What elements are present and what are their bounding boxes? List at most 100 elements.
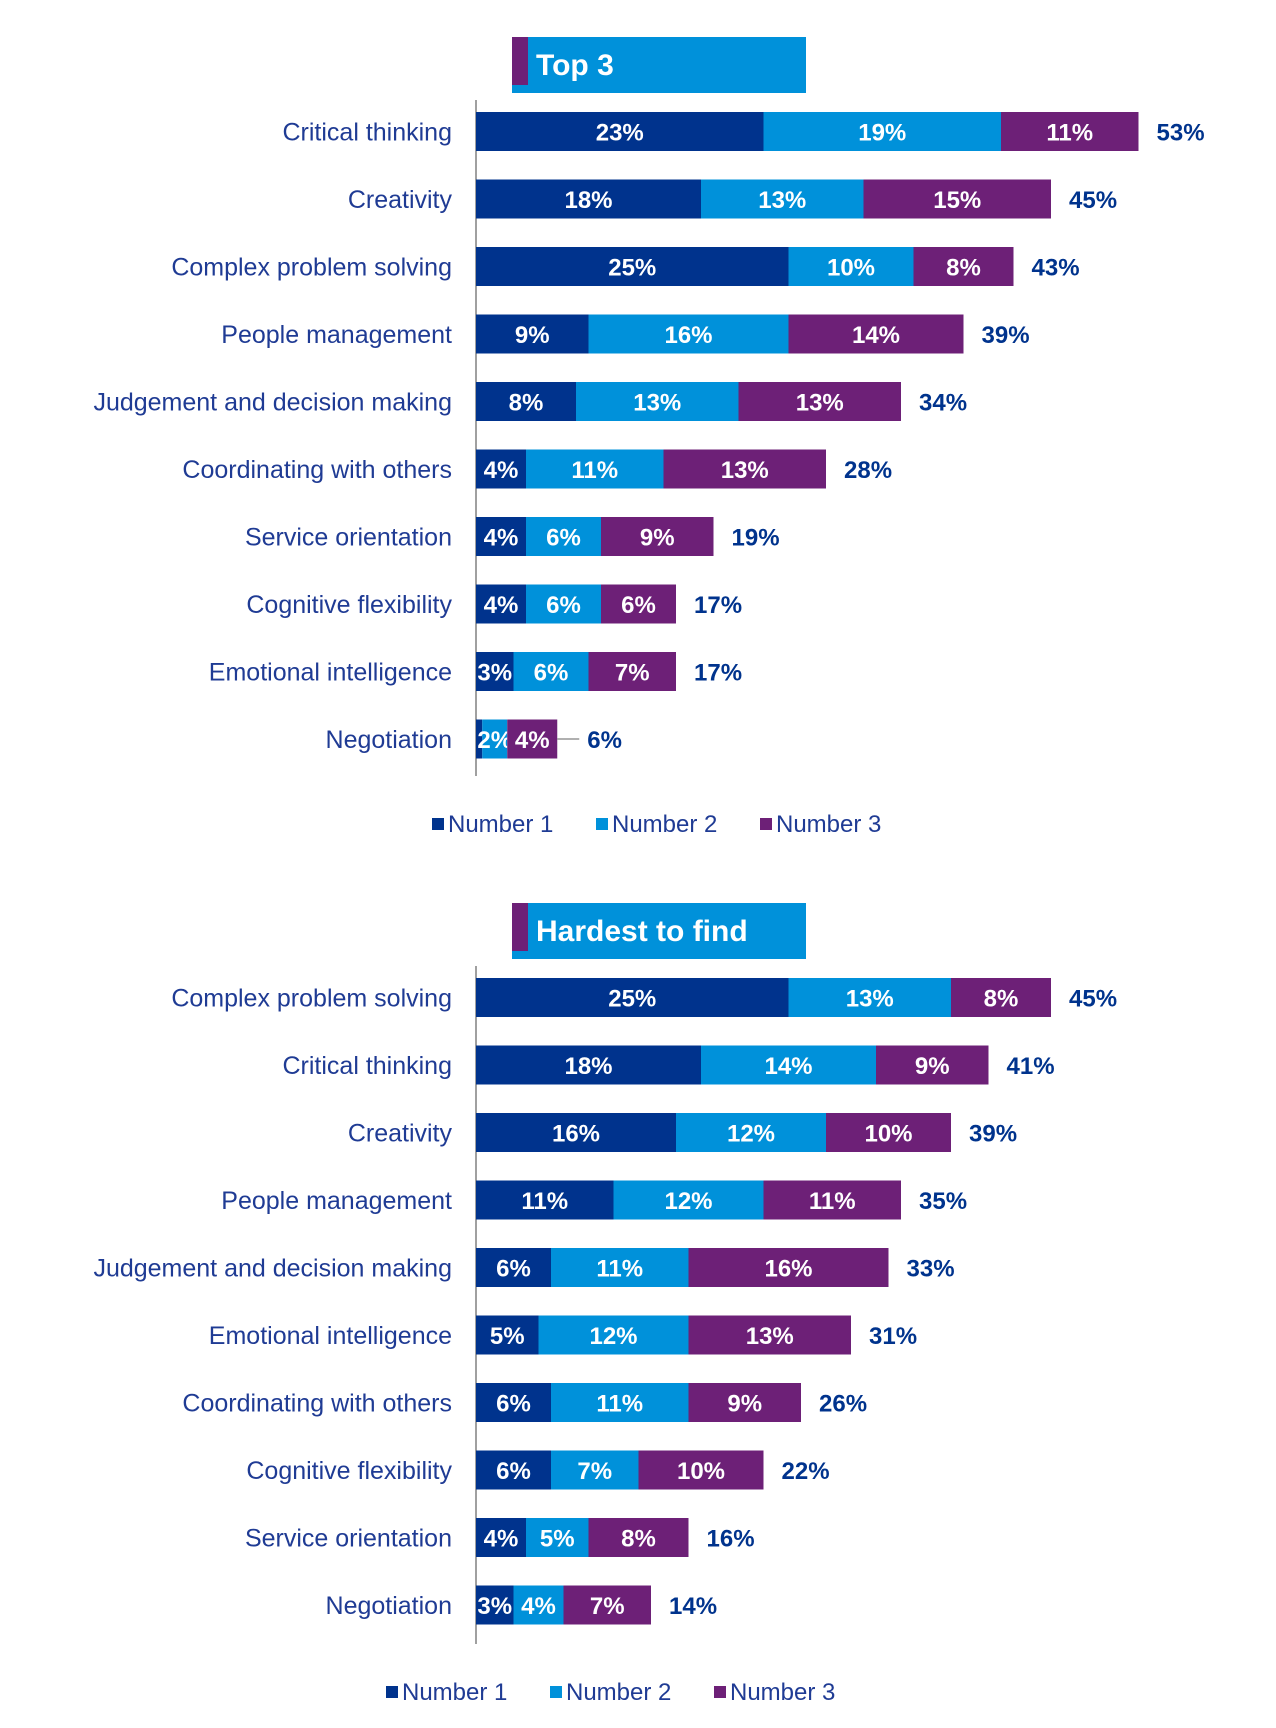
chart-title-banner: [512, 903, 806, 959]
bar-segment-1: [476, 652, 514, 691]
bar-segment-2: [676, 1113, 826, 1152]
segment-value-label: 12%: [664, 1188, 712, 1215]
legend-swatch-2: [596, 818, 608, 830]
bar-segment-1: [476, 1383, 551, 1422]
category-label: Service orientation: [245, 1525, 452, 1553]
bar-segment-1: [476, 112, 764, 151]
category-label: Complex problem solving: [171, 254, 452, 282]
segment-value-label: 10%: [827, 255, 875, 282]
bar-segment-3: [763, 1180, 901, 1220]
total-value-label: 41%: [1007, 1053, 1055, 1080]
bar-segment-1: [476, 584, 526, 624]
total-value-label: 33%: [907, 1256, 955, 1283]
segment-value-label: 12%: [589, 1323, 637, 1350]
bar-segment-3: [601, 517, 714, 556]
bar-segment-1: [476, 978, 789, 1017]
total-value-label: 19%: [732, 525, 780, 552]
segment-value-label: 11%: [596, 1256, 643, 1283]
bar-segment-2: [576, 382, 739, 421]
bar-segment-1: [476, 1315, 539, 1355]
legend-label: Number 1: [402, 1679, 507, 1706]
bar-segment-2: [526, 1518, 589, 1557]
legend-swatch-2: [550, 1686, 562, 1698]
segment-value-label: 6%: [546, 592, 581, 619]
segment-value-label: 18%: [564, 187, 612, 214]
legend-label: Number 3: [730, 1679, 835, 1706]
total-value-label: 31%: [869, 1323, 917, 1350]
segment-value-label: 11%: [571, 457, 618, 484]
total-value-label: 6%: [587, 727, 622, 754]
legend-swatch-1: [432, 818, 444, 830]
bar-segment-2: [482, 719, 508, 759]
bar-segment-1: [476, 179, 701, 219]
bar-segment-2: [588, 314, 789, 354]
bar-segment-3: [663, 449, 826, 489]
category-label: People management: [221, 321, 452, 349]
segment-value-label: 14%: [764, 1053, 812, 1080]
category-label: Negotiation: [326, 726, 452, 754]
segment-value-label: 6%: [496, 1458, 531, 1485]
bar-segment-3: [563, 1585, 651, 1625]
legend-swatch-3: [714, 1686, 726, 1698]
segment-value-label: 10%: [864, 1121, 912, 1148]
segment-value-label: 13%: [721, 457, 769, 484]
total-value-label: 16%: [707, 1526, 755, 1553]
segment-value-label: 5%: [490, 1323, 525, 1350]
total-value-label: 53%: [1157, 120, 1205, 147]
segment-value-label: 23%: [596, 120, 644, 147]
bar-segment-1: [476, 247, 789, 286]
segment-value-label: 4%: [484, 457, 519, 484]
segment-value-label: 15%: [933, 187, 981, 214]
bar-segment-1: [476, 1180, 614, 1220]
bar-segment-3: [638, 1450, 764, 1490]
bar-segment-1: [476, 449, 526, 489]
segment-value-label: 9%: [640, 525, 675, 552]
segment-value-label: 9%: [915, 1053, 950, 1080]
segment-value-label: 16%: [664, 322, 712, 349]
chart-title-banner: [512, 37, 806, 93]
segment-value-label: 6%: [496, 1256, 531, 1283]
segment-value-label: 8%: [946, 255, 981, 282]
bar-segment-2: [701, 179, 864, 219]
category-label: Complex problem solving: [171, 985, 452, 1013]
bar-segment-3: [913, 247, 1014, 286]
legend-label: Number 3: [776, 811, 881, 838]
total-value-label: 17%: [694, 660, 742, 687]
chart-title-accent: [512, 903, 528, 951]
segment-value-label: 8%: [984, 986, 1019, 1013]
segment-value-label: 2%: [477, 727, 512, 754]
bar-segment-2: [526, 449, 664, 489]
bar-segment-2: [613, 1180, 764, 1220]
legend-label: Number 1: [448, 811, 553, 838]
segment-value-label: 8%: [621, 1526, 656, 1553]
segment-value-label: 4%: [515, 727, 550, 754]
category-label: People management: [221, 1187, 452, 1215]
legend-label: Number 2: [566, 1679, 671, 1706]
bar-segment-3: [588, 652, 676, 691]
total-value-label: 28%: [844, 457, 892, 484]
total-value-label: 17%: [694, 592, 742, 619]
segment-value-label: 19%: [858, 120, 906, 147]
bar-segment-1: [476, 719, 483, 759]
total-value-label: 35%: [919, 1188, 967, 1215]
bar-segment-2: [551, 1248, 689, 1287]
bar-segment-2: [513, 1585, 564, 1625]
segment-value-label: 25%: [608, 255, 656, 282]
bar-segment-2: [526, 517, 601, 556]
bar-segment-3: [1001, 112, 1139, 151]
segment-value-label: 3%: [477, 1593, 512, 1620]
bar-segment-2: [551, 1383, 689, 1422]
segment-value-label: 16%: [764, 1256, 812, 1283]
legend-label: Number 2: [612, 811, 717, 838]
bar-segment-1: [476, 1518, 526, 1557]
segment-value-label: 8%: [509, 390, 544, 417]
segment-value-label: 14%: [852, 322, 900, 349]
category-label: Emotional intelligence: [209, 659, 452, 687]
segment-value-label: 13%: [758, 187, 806, 214]
segment-value-label: 9%: [727, 1391, 762, 1418]
segment-value-label: 3%: [477, 660, 512, 687]
bar-segment-3: [507, 719, 558, 759]
bar-segment-1: [476, 1450, 551, 1490]
